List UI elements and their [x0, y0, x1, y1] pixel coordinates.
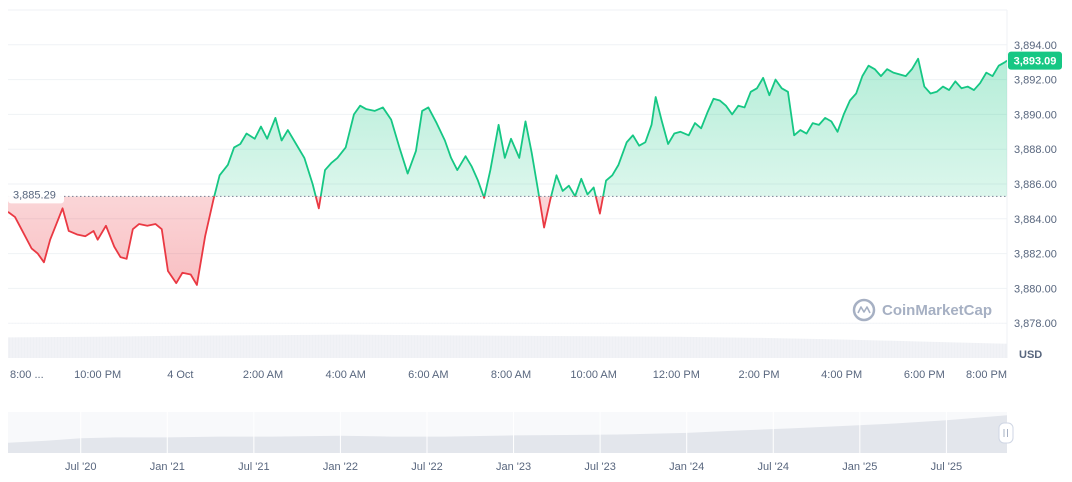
- baseline-label: 3,885.29: [13, 189, 56, 201]
- navigator-tick-label: Jul '22: [411, 461, 442, 473]
- x-tick-label: 10:00 AM: [570, 369, 616, 381]
- current-price-label: 3,893.09: [1014, 56, 1057, 68]
- navigator-tick-label: Jul '24: [758, 461, 789, 473]
- navigator-tick-label: Jul '20: [65, 461, 96, 473]
- navigator-tick-label: Jul '25: [931, 461, 962, 473]
- x-tick-label: 2:00 AM: [243, 369, 283, 381]
- navigator-tick-label: Jan '22: [323, 461, 358, 473]
- y-tick-label: 3,882.00: [1014, 249, 1057, 261]
- x-tick-label: 6:00 AM: [408, 369, 448, 381]
- y-tick-label: 3,880.00: [1014, 283, 1057, 295]
- navigator-handle-grip: [999, 423, 1013, 443]
- y-tick-label: 3,894.00: [1014, 40, 1057, 52]
- x-tick-label: 10:00 PM: [74, 369, 121, 381]
- navigator-tick-label: Jul '23: [584, 461, 615, 473]
- volume-bars: [8, 303, 1007, 358]
- x-tick-label: 4:00 AM: [326, 369, 366, 381]
- navigator-tick-label: Jan '21: [150, 461, 185, 473]
- navigator-tick-label: Jan '23: [496, 461, 531, 473]
- navigator-tick-label: Jan '25: [842, 461, 877, 473]
- y-tick-label: 3,888.00: [1014, 144, 1057, 156]
- y-tick-label: 3,878.00: [1014, 318, 1057, 330]
- navigator[interactable]: Jul '20 Jan '21 Jul '21 Jan '22 Jul '22 Jan '…: [8, 412, 1013, 473]
- navigator-tick-label: Jul '21: [238, 461, 269, 473]
- watermark-text: CoinMarketCap: [882, 302, 992, 319]
- y-tick-label: 3,886.00: [1014, 179, 1057, 191]
- navigator-handle[interactable]: [999, 423, 1013, 443]
- navigator-tick-label: Jan '24: [669, 461, 704, 473]
- x-tick-label: 2:00 PM: [739, 369, 780, 381]
- y-tick-label: 3,884.00: [1014, 214, 1057, 226]
- x-tick-label: 8:00 ...: [10, 369, 44, 381]
- x-tick-label: 8:00 AM: [491, 369, 531, 381]
- y-tick-label: 3,892.00: [1014, 75, 1057, 87]
- x-tick-label: 6:00 PM: [904, 369, 945, 381]
- labels: 3,893.09: [1008, 52, 1062, 70]
- y-tick-label: 3,890.00: [1014, 109, 1057, 121]
- x-tick-label: 4:00 PM: [821, 369, 862, 381]
- x-tick-label: 8:00 PM: [966, 369, 1007, 381]
- x-tick-label: 12:00 PM: [653, 369, 700, 381]
- x-tick-label: 4 Oct: [167, 369, 193, 381]
- currency-unit-label: USD: [1019, 349, 1042, 361]
